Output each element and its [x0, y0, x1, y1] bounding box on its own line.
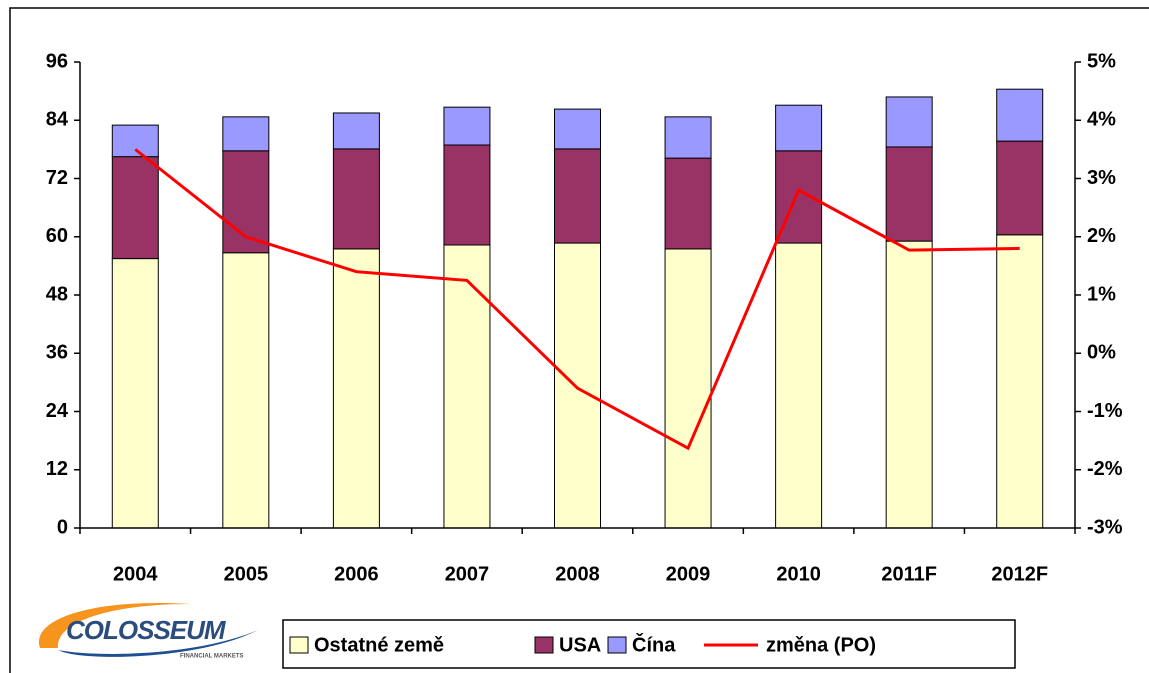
- y-tick-label: 0: [57, 516, 68, 538]
- x-tick-label: 2007: [445, 563, 490, 585]
- bar: [996, 140, 1044, 236]
- legend-swatch: [289, 636, 309, 654]
- y2-tick-label: 3%: [1087, 167, 1116, 189]
- bar: [222, 116, 270, 152]
- bar: [554, 242, 601, 529]
- bar: [996, 88, 1044, 142]
- bar: [332, 248, 380, 529]
- bar: [775, 242, 823, 529]
- logo-swoosh: [38, 603, 190, 648]
- y2-tick-label: -3%: [1087, 516, 1123, 538]
- x-tick-label: 2008: [555, 563, 600, 585]
- bar: [664, 157, 712, 250]
- y2-tick-label: 5%: [1087, 50, 1116, 72]
- logo-tagline: FINANCIAL MARKETS: [180, 654, 244, 660]
- y-tick-label: 84: [46, 109, 69, 131]
- bar: [554, 108, 601, 150]
- x-tick-label: 2004: [113, 563, 158, 585]
- legend-label: USA: [559, 634, 601, 656]
- y2-tick-label: 1%: [1087, 283, 1116, 305]
- bar: [664, 248, 712, 529]
- y-tick-label: 48: [46, 283, 68, 305]
- y-tick-label: 72: [46, 167, 68, 189]
- bar: [332, 112, 380, 150]
- x-tick-label: 2009: [666, 563, 711, 585]
- bar: [554, 148, 601, 244]
- bar: [332, 148, 380, 250]
- bar: [443, 244, 491, 529]
- y2-tick-label: 4%: [1087, 109, 1116, 131]
- logo: COLOSSEUM FINANCIAL MARKETS: [38, 603, 258, 660]
- bar: [443, 106, 491, 146]
- line: [134, 148, 1020, 451]
- bar: [885, 240, 933, 529]
- y2-tick-label: -2%: [1087, 458, 1123, 480]
- bar: [664, 116, 712, 159]
- x-tick-label: 2010: [776, 563, 821, 585]
- legend-swatch: [534, 636, 554, 654]
- bar: [111, 124, 159, 158]
- y-tick-label: 96: [46, 50, 68, 72]
- bar: [775, 104, 823, 152]
- legend-label: Ostatné země: [314, 634, 444, 656]
- bar: [111, 258, 159, 529]
- logo-name: COLOSSEUM: [66, 615, 227, 645]
- bar: [885, 96, 933, 148]
- logo-swoosh: [58, 630, 258, 657]
- y-tick-label: 24: [46, 400, 69, 422]
- legend-swatch: [607, 636, 627, 654]
- y2-tick-label: 2%: [1087, 225, 1116, 247]
- bar: [222, 252, 270, 529]
- bar: [885, 146, 933, 242]
- bar: [443, 144, 491, 246]
- legend: [282, 619, 1016, 669]
- y2-tick-label: -1%: [1087, 400, 1123, 422]
- legend-label: Čína: [632, 632, 676, 656]
- bar: [996, 234, 1044, 529]
- x-tick-label: 2011F: [881, 563, 937, 585]
- x-tick-label: 2006: [334, 563, 379, 585]
- legend-label: změna (PO): [766, 634, 876, 656]
- y-tick-label: 12: [46, 458, 68, 480]
- y2-tick-label: 0%: [1087, 342, 1116, 364]
- y-tick-label: 60: [46, 225, 68, 247]
- x-tick-label: 2005: [224, 563, 269, 585]
- bar: [111, 156, 159, 260]
- y-tick-label: 36: [46, 342, 68, 364]
- x-tick-label: 2012F: [991, 563, 1048, 585]
